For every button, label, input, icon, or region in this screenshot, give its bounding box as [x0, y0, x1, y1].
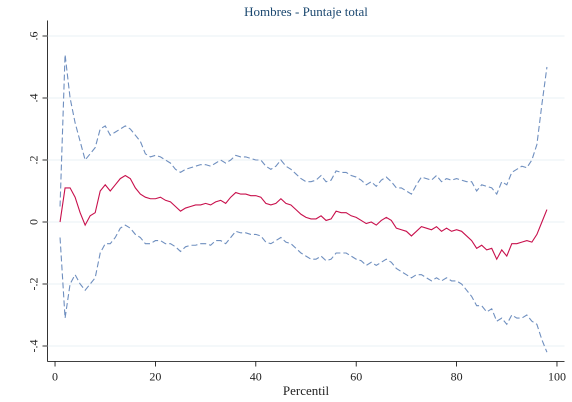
x-tick-label: 100 — [548, 369, 566, 383]
x-tick-label: 0 — [52, 369, 58, 383]
y-tick-label: .6 — [26, 32, 40, 41]
y-tick-label: .2 — [26, 156, 40, 165]
y-tick-label: -.2 — [26, 278, 40, 291]
x-tick-label: 60 — [350, 369, 362, 383]
x-tick-label: 80 — [451, 369, 463, 383]
x-tick-label: 40 — [250, 369, 262, 383]
y-tick-label: .4 — [26, 94, 40, 103]
series-line — [59, 224, 548, 353]
x-tick-label: 20 — [149, 369, 161, 383]
y-tick-label: -.4 — [26, 340, 40, 353]
series-line — [59, 174, 548, 261]
chart-title: Hombres - Puntaje total — [244, 4, 368, 19]
y-tick-label: 0 — [26, 219, 40, 225]
series-line — [59, 54, 548, 207]
x-axis-label: Percentil — [283, 383, 330, 398]
